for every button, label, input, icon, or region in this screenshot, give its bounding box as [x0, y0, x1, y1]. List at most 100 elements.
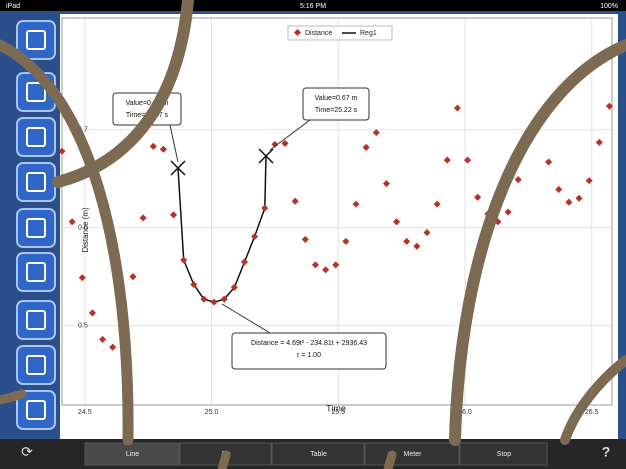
button-icon: [26, 82, 46, 102]
annotation-leader: [221, 303, 271, 334]
data-point: [514, 176, 522, 184]
data-point: [504, 208, 512, 216]
x-tick-label: 25.5: [331, 409, 345, 416]
data-point: [169, 211, 178, 219]
sidebar-button[interactable]: [16, 117, 56, 157]
data-point: [403, 237, 411, 245]
data-point: [605, 102, 614, 110]
data-point: [595, 138, 603, 146]
tutorial-arrow: [383, 450, 397, 469]
data-point: [220, 295, 228, 303]
refresh-button[interactable]: ⟳: [21, 444, 33, 460]
x-tick-label: 26.5: [585, 409, 599, 416]
data-point: [585, 177, 593, 185]
button-icon: [26, 355, 46, 375]
status-bar: [0, 0, 626, 11]
tutorial-arrow: [560, 355, 626, 445]
data-point: [99, 335, 107, 343]
sidebar-button[interactable]: [16, 300, 56, 340]
plot-frame: [61, 17, 613, 406]
button-icon: [26, 172, 46, 192]
tab-label: Stop: [497, 451, 512, 458]
sidebar-button[interactable]: [16, 208, 56, 248]
data-point: [78, 274, 86, 282]
data-point: [565, 198, 573, 206]
data-point: [463, 156, 472, 164]
tab-label: Line: [126, 451, 139, 458]
button-icon: [26, 262, 46, 282]
button-icon: [26, 310, 46, 330]
status-battery: 100%: [600, 3, 618, 10]
sidebar-button[interactable]: [16, 162, 56, 202]
legend-box: [287, 25, 393, 41]
data-point: [261, 204, 269, 212]
legend-label: Reg1: [360, 30, 377, 37]
data-point: [322, 266, 330, 274]
data-point: [271, 140, 279, 148]
y-tick-label: 0.6: [78, 225, 88, 232]
tab-label: Meter: [404, 451, 423, 458]
data-point: [382, 180, 390, 188]
data-point: [58, 147, 66, 155]
annotation-text: Value=0.67 m: [315, 95, 358, 102]
sidebar-button[interactable]: [16, 20, 56, 60]
data-point: [575, 194, 583, 202]
data-point: [291, 197, 299, 205]
tutorial-arrow: [52, 0, 194, 188]
button-icon: [26, 127, 46, 147]
annotation-leader: [169, 124, 179, 163]
data-point: [413, 242, 421, 250]
legend-marker: [293, 28, 302, 37]
data-point: [474, 193, 482, 201]
graph-area: [60, 14, 618, 439]
y-tick-label: 0.7: [78, 127, 88, 134]
sidebar-button[interactable]: [16, 390, 56, 430]
data-point: [423, 229, 431, 237]
x-tick-label: 24.5: [78, 409, 92, 416]
status-device: iPad: [6, 3, 20, 10]
x-tick-label: 26.0: [458, 409, 472, 416]
examine-marker: [170, 160, 186, 176]
button-icon: [26, 30, 46, 50]
help-button[interactable]: ?: [602, 444, 611, 460]
legend-label: Distance: [305, 30, 332, 37]
data-point: [129, 273, 137, 281]
data-point: [342, 237, 350, 245]
y-tick-label: 0.5: [78, 322, 88, 329]
x-axis-label: Time: [326, 403, 346, 413]
data-point: [190, 280, 198, 289]
data-point: [433, 200, 441, 208]
data-point: [281, 139, 289, 147]
tutorial-arrow: [0, 389, 27, 405]
data-point: [200, 295, 208, 303]
tutorial-arrow: [449, 39, 626, 446]
data-point: [311, 261, 319, 269]
data-point: [545, 158, 553, 166]
toolbar-tab[interactable]: [271, 442, 365, 466]
data-point: [180, 256, 188, 264]
data-point: [555, 185, 563, 193]
data-point: [88, 309, 96, 317]
annotation-text: Distance = 4.69t² - 234.81t + 2936.43: [251, 340, 367, 347]
tab-label: Table: [310, 451, 327, 458]
sidebar-button[interactable]: [16, 345, 56, 385]
examine-marker: [258, 148, 274, 164]
annotation-leader: [269, 119, 311, 151]
sidebar-button[interactable]: [16, 252, 56, 292]
y-axis-label: Distance (m): [81, 207, 90, 253]
toolbar-tab[interactable]: [459, 442, 548, 466]
data-point: [372, 129, 380, 137]
button-icon: [26, 218, 46, 238]
data-point: [230, 283, 238, 291]
data-point: [362, 143, 370, 151]
annotation-text: Time=25.22 s: [315, 107, 358, 114]
tutorial-arrow: [217, 450, 231, 469]
data-point: [352, 200, 360, 208]
data-point: [149, 142, 157, 150]
annotation-box: [231, 332, 387, 370]
data-point: [251, 232, 259, 241]
data-point: [453, 104, 461, 112]
status-time: 5:16 PM: [300, 3, 326, 10]
data-point: [393, 218, 401, 226]
